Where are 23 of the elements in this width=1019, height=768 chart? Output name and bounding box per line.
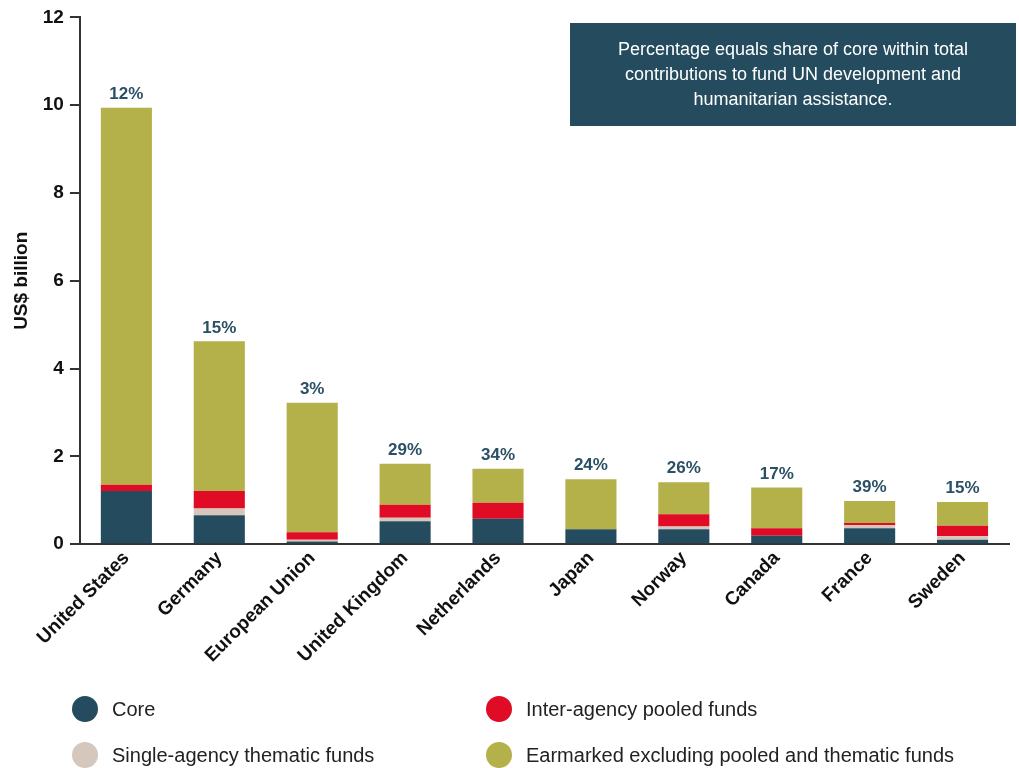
note-box: Percentage equals share of core within total contributions to fund UN development and humanitarian assistance.: [570, 23, 1016, 126]
y-tick-label: 0: [53, 532, 64, 554]
y-tick-label: 2: [53, 444, 64, 466]
annotation: 17%: [759, 463, 794, 483]
annotation: 24%: [573, 455, 608, 475]
annotation: 12%: [109, 84, 144, 104]
y-tick-label: 12: [42, 5, 64, 27]
y-axis-title: US$ billion: [9, 231, 31, 330]
y-tick-label: 8: [53, 181, 64, 203]
y-tick-label: 10: [42, 93, 64, 115]
annotation: 26%: [666, 458, 701, 478]
annotation: 3%: [299, 378, 325, 398]
legend-label: Core: [112, 697, 156, 721]
annotation: 15%: [202, 317, 237, 337]
annotation: 34%: [481, 444, 516, 464]
annotation: 39%: [852, 477, 887, 497]
y-tick-label: 6: [53, 269, 64, 290]
legend-label: Earmarked excluding pooled and thematic funds: [526, 743, 955, 767]
legend-label: Single-agency thematic funds: [112, 743, 375, 767]
annotation: 15%: [945, 478, 980, 498]
legend-label: Inter-agency pooled funds: [526, 697, 758, 721]
annotation: 29%: [388, 439, 423, 459]
y-tick-label: 4: [53, 356, 65, 378]
